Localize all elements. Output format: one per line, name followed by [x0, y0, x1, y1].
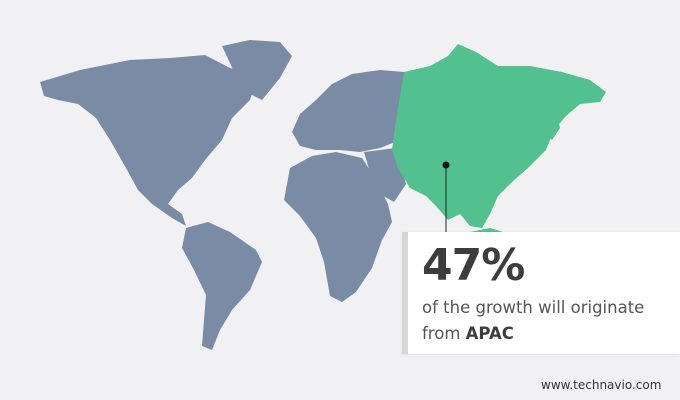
website-watermark: www.technavio.com	[541, 378, 662, 392]
europe	[292, 70, 405, 152]
south-america	[182, 222, 262, 350]
asia	[392, 44, 606, 228]
japan	[546, 110, 560, 140]
callout-prefix: from	[422, 324, 461, 343]
callout-card: 47% of the growth will originate from AP…	[402, 232, 680, 354]
greenland	[222, 40, 292, 100]
apac-region	[392, 44, 606, 240]
north-america	[40, 55, 258, 226]
growth-percentage: 47%	[422, 240, 525, 291]
callout-text: of the growth will originate	[422, 298, 645, 317]
africa	[284, 152, 392, 302]
callout-region-line: from APAC	[422, 324, 514, 343]
region-name: APAC	[465, 324, 514, 343]
middle-east	[364, 148, 406, 202]
